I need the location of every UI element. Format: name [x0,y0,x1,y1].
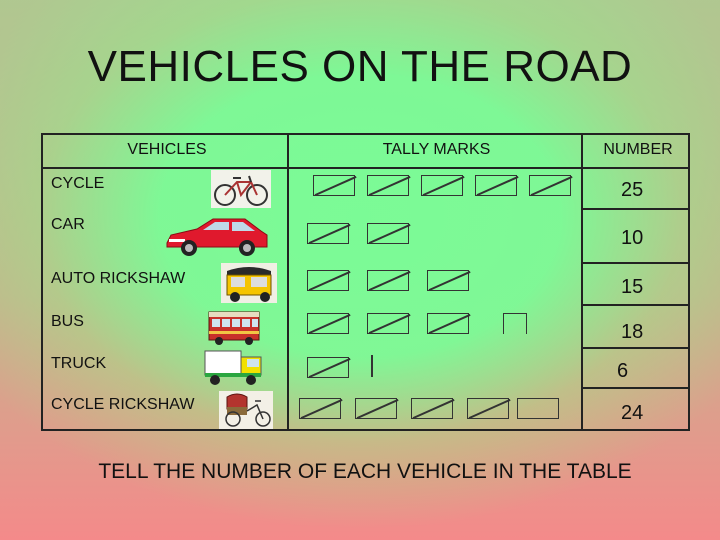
bicycle-icon [211,170,271,208]
tally-group [467,398,509,419]
vehicle-count: 24 [621,402,644,424]
tally-group [411,398,453,419]
header-divider [43,167,688,169]
tally-group [367,175,409,196]
tally-group [355,398,397,419]
tally-partial-marks [503,313,527,334]
vehicle-name: AUTO RICKSHAW [51,270,186,287]
bus-icon [208,311,260,345]
vehicle-count: 6 [617,360,629,382]
row-divider [583,387,688,389]
vehicle-count: 25 [621,179,644,201]
tally-group [313,175,355,196]
tally-group [307,357,349,378]
row-divider [583,304,688,306]
truck-icon [204,350,262,385]
vehicle-count: 18 [621,321,644,343]
page-title: VEHICLES ON THE ROAD [87,42,633,91]
tally-table: VEHICLES TALLY MARKS NUMBER CYCLE CAR AU… [41,133,690,431]
column-divider [581,135,583,429]
vehicle-name: TRUCK [51,355,107,372]
tally-group [367,313,409,334]
vehicle-name: CYCLE RICKSHAW [51,396,195,413]
tally-group [427,270,469,291]
tally-group [529,175,571,196]
header-vehicles: VEHICLES [127,141,207,158]
tally-group [307,223,349,244]
tally-group [427,313,469,334]
vehicle-count: 15 [621,276,644,298]
tally-group [307,270,349,291]
vehicle-name: CYCLE [51,175,105,192]
tally-partial-marks [517,398,559,419]
tally-group [299,398,341,419]
car-icon [166,218,268,256]
vehicle-count: 10 [621,227,644,249]
row-divider [583,262,688,264]
tally-group [307,313,349,334]
tally-group [367,270,409,291]
header-tally-marks: TALLY MARKS [382,141,491,158]
instruction-text: TELL THE NUMBER OF EACH VEHICLE IN THE T… [98,460,632,483]
tally-group [421,175,463,196]
cycle-rickshaw-icon [219,391,273,429]
row-divider [583,347,688,349]
row-divider [583,208,688,210]
auto-rickshaw-icon [221,263,277,303]
tally-group [367,223,409,244]
vehicle-name: BUS [51,313,84,330]
tally-group [475,175,517,196]
column-divider [287,135,289,429]
vehicle-name: CAR [51,216,85,233]
tally-single-mark [371,355,373,377]
header-number: NUMBER [603,141,673,158]
